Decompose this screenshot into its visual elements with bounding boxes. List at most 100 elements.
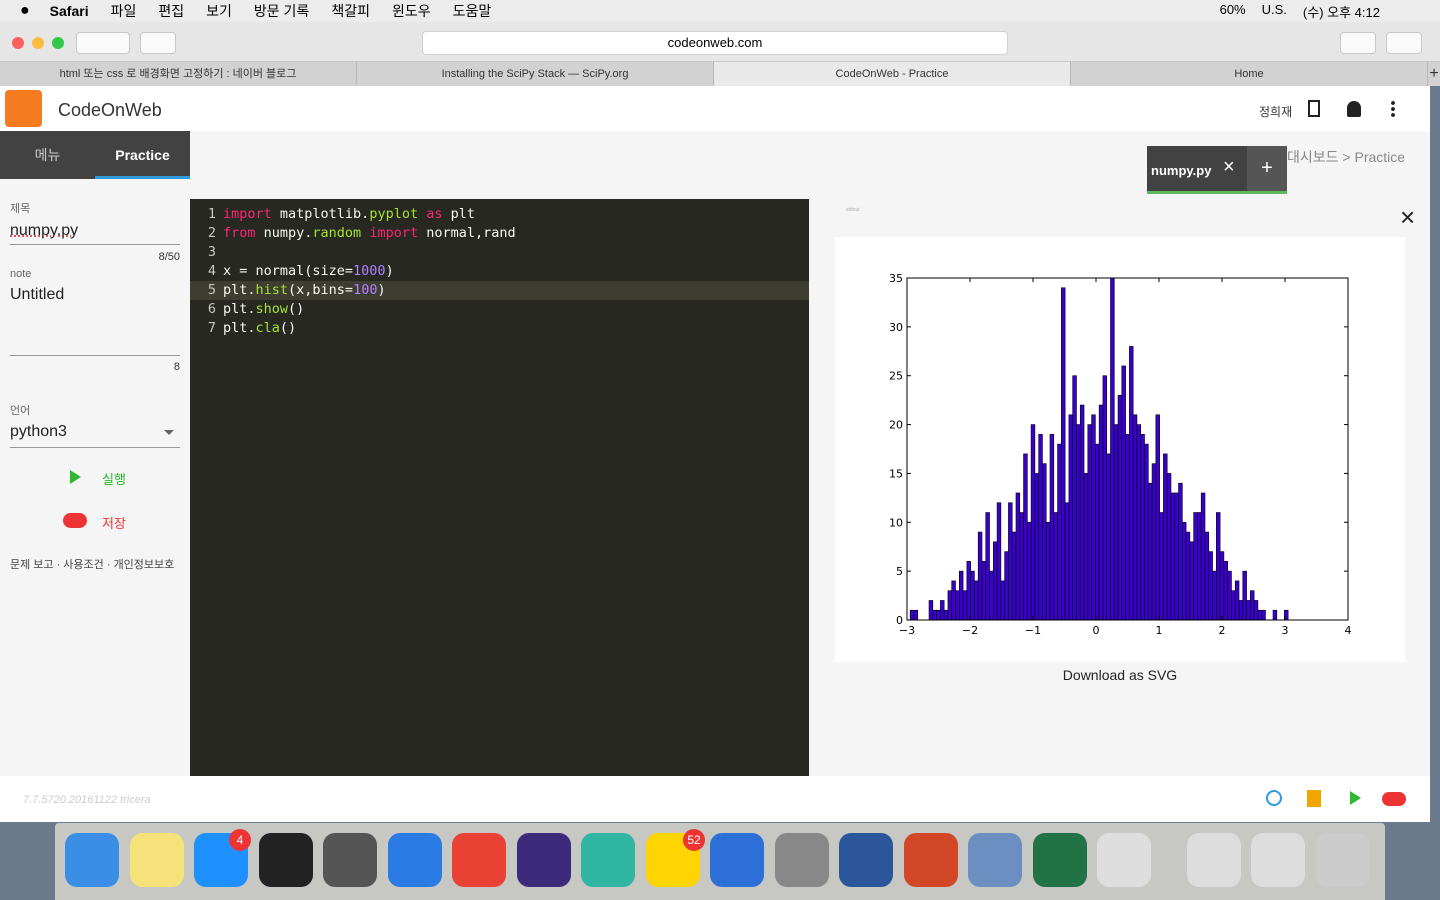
code-editor[interactable]: 1 import matplotlib.pyplot as plt 2 from nu…	[190, 199, 809, 776]
line-number: 2	[207, 225, 216, 241]
more-icon[interactable]	[1391, 100, 1395, 118]
add-file[interactable]: +	[1247, 146, 1287, 191]
back-forward[interactable]	[76, 32, 130, 54]
close-output[interactable]: ×	[1400, 202, 1416, 232]
bar	[1219, 551, 1225, 621]
close-button[interactable]	[12, 37, 24, 49]
dock-icon[interactable]	[968, 833, 1022, 887]
code-token: ()	[288, 301, 305, 317]
footer-links[interactable]: 문제 보고 · 사용조건 · 개인정보보호	[10, 559, 175, 571]
bar	[1068, 414, 1073, 621]
x-tick-label: 3	[1282, 624, 1289, 637]
breadcrumb[interactable]: 대시보드 > Practice	[1287, 149, 1406, 165]
save-icon-bottom[interactable]	[1382, 792, 1406, 806]
dock-icon[interactable]	[452, 833, 506, 887]
user-name[interactable]: 정희재	[1259, 105, 1293, 119]
save-button[interactable]: 저장	[102, 516, 126, 531]
browser-tab[interactable]: html 또는 css 로 배경화면 고정하기 : 네이버 블로그	[0, 62, 357, 86]
menu-item[interactable]: 책갈피	[331, 3, 370, 19]
minimize-button[interactable]	[32, 37, 44, 49]
browser-tab[interactable]: CodeOnWeb - Practice	[714, 62, 1071, 86]
new-tab[interactable]: +	[1429, 65, 1439, 82]
run-icon-bottom[interactable]	[1350, 791, 1368, 805]
bar	[1102, 375, 1108, 621]
dock-icon[interactable]	[258, 833, 313, 887]
title-field[interactable]: numpy.py	[10, 222, 180, 245]
menu-item[interactable]: 파일	[110, 3, 137, 19]
dock-icon[interactable]	[1032, 833, 1087, 887]
status-item[interactable]: U.S.	[1261, 1, 1287, 17]
lang-label: 언어	[10, 405, 31, 417]
bar	[1200, 492, 1206, 621]
dock-icon[interactable]	[839, 833, 893, 887]
dock-icon[interactable]	[710, 833, 764, 887]
bar	[1238, 600, 1244, 621]
bar	[1144, 443, 1149, 621]
bar	[970, 570, 975, 621]
dock-icon[interactable]	[65, 833, 119, 887]
dock-icon[interactable]	[903, 833, 958, 887]
code-token: import	[223, 206, 272, 222]
bar	[951, 580, 956, 621]
practice-tab[interactable]: Practice	[95, 131, 190, 179]
dock-icon[interactable]	[129, 833, 184, 887]
bar	[1253, 600, 1259, 621]
bar	[1083, 473, 1089, 621]
dock-icon[interactable]	[1186, 833, 1241, 887]
bar	[1193, 512, 1198, 621]
bar	[1061, 287, 1066, 621]
browser-tab[interactable]: Installing the SciPy Stack — SciPy.org	[357, 62, 714, 86]
menu-item[interactable]: 윈도우	[391, 3, 431, 19]
bell-icon[interactable]	[1347, 101, 1361, 117]
header: CodeOnWeb 정희재	[0, 86, 1430, 131]
note-field[interactable]: Untitled	[10, 286, 180, 356]
bar	[1110, 277, 1115, 621]
brand[interactable]: CodeOnWeb	[58, 100, 162, 120]
status-item[interactable]: (수) 오후 4:12	[1302, 4, 1380, 20]
apple-menu[interactable]: ●	[20, 2, 30, 19]
code-token: )	[385, 263, 394, 279]
menu-item[interactable]: 편집	[158, 3, 185, 19]
bar	[1242, 570, 1247, 621]
file-tab[interactable]: numpy.py × +	[1147, 146, 1287, 194]
lang-select[interactable]: python3	[10, 423, 180, 448]
dock-icon[interactable]	[581, 833, 635, 887]
dock-icon[interactable]	[323, 833, 377, 887]
dock-icon[interactable]	[516, 833, 571, 887]
bar	[1159, 512, 1164, 621]
dock-icon[interactable]	[1315, 833, 1370, 887]
menu-tab[interactable]: 메뉴	[34, 147, 61, 163]
menu-item[interactable]: 방문 기록	[253, 3, 310, 19]
dock-icon[interactable]	[1251, 833, 1305, 887]
status-item[interactable]: 60%	[1219, 1, 1246, 17]
tabs-button[interactable]	[1386, 32, 1422, 54]
run-button[interactable]: 실행	[102, 472, 126, 487]
dock-icon[interactable]	[387, 833, 442, 887]
delete-icon[interactable]	[1307, 790, 1321, 807]
menu-item[interactable]: 보기	[206, 3, 232, 19]
title-label: 제목	[10, 203, 31, 215]
app-menu[interactable]: Safari	[49, 3, 89, 19]
download-link[interactable]: Download as SVG	[1062, 667, 1178, 683]
share-button[interactable]	[1340, 32, 1376, 54]
address-bar[interactable]: codeonweb.com	[422, 31, 1008, 55]
dock-icon[interactable]	[774, 833, 829, 887]
bookmark-icon[interactable]	[1308, 100, 1320, 117]
save-icon[interactable]	[63, 513, 87, 528]
menu-item[interactable]: 도움말	[452, 3, 492, 19]
code-token: show	[255, 301, 289, 317]
bar	[996, 502, 1002, 621]
browser-tab[interactable]: Home	[1071, 62, 1428, 86]
dock-icon[interactable]	[1097, 833, 1151, 887]
close-file[interactable]: ×	[1223, 156, 1235, 178]
run-icon[interactable]	[70, 470, 88, 484]
sidebar-button[interactable]	[140, 32, 176, 54]
code-line: 1 import matplotlib.pyplot as plt	[190, 205, 809, 224]
refresh-icon[interactable]	[1266, 790, 1282, 806]
bar	[1023, 453, 1028, 621]
line-number: 3	[207, 244, 216, 260]
logo[interactable]	[5, 90, 42, 127]
title-value: numpy.py	[10, 222, 79, 239]
line-number: 7	[207, 320, 216, 336]
zoom-button[interactable]	[52, 37, 64, 49]
